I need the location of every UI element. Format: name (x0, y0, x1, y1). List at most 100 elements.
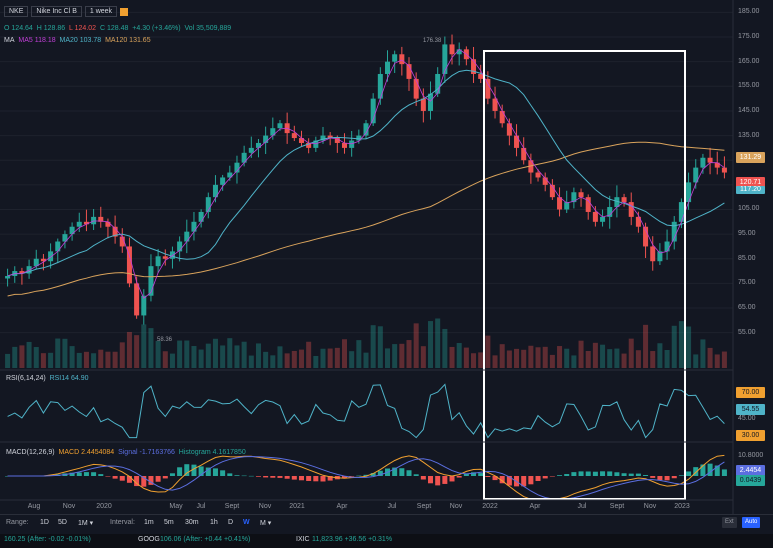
candle-body[interactable] (420, 98, 426, 111)
candle-body[interactable] (657, 251, 663, 262)
ext-button[interactable]: Ext (722, 517, 737, 528)
candle-body[interactable] (248, 147, 254, 153)
candle-body[interactable] (91, 216, 97, 225)
candle-body[interactable] (621, 197, 627, 203)
candle-body[interactable] (471, 59, 477, 74)
candle-body[interactable] (162, 256, 168, 259)
macd-legend[interactable]: MACD(12,26,9) MACD 2.4454084 Signal -1.7… (6, 449, 246, 456)
ticker-3-symbol[interactable]: IXIC (296, 536, 310, 543)
interval-1h[interactable]: 1h (210, 519, 218, 526)
candle-body[interactable] (542, 177, 548, 185)
candle-body[interactable] (686, 182, 692, 203)
symbol[interactable]: NKE (4, 6, 29, 17)
candle-body[interactable] (184, 231, 190, 242)
candle-body[interactable] (557, 197, 563, 210)
candle-body[interactable] (678, 202, 684, 222)
candle-body[interactable] (255, 142, 261, 148)
candle-body[interactable] (141, 295, 147, 316)
candle-body[interactable] (650, 246, 656, 262)
candle-body[interactable] (155, 256, 161, 267)
candle-body[interactable] (578, 192, 584, 198)
candle-body[interactable] (126, 246, 132, 284)
candle-body[interactable] (614, 197, 620, 208)
candle-body[interactable] (270, 128, 276, 136)
candle-body[interactable] (76, 221, 82, 227)
candle-body[interactable] (607, 207, 613, 217)
candle-body[interactable] (370, 98, 376, 124)
candle-body[interactable] (112, 226, 118, 237)
candle-body[interactable] (98, 216, 104, 222)
candle-body[interactable] (334, 138, 340, 143)
ma-legend[interactable]: MA MA5 118.18 MA20 103.78 MA120 131.65 (4, 37, 151, 44)
candle-body[interactable] (277, 123, 283, 129)
auto-button[interactable]: Auto (742, 517, 761, 528)
candle-body[interactable] (83, 221, 89, 225)
candle-body[interactable] (428, 93, 434, 111)
candle-body[interactable] (191, 221, 197, 232)
candle-body[interactable] (449, 44, 455, 55)
candle-body[interactable] (5, 276, 11, 279)
interval-m[interactable]: M ▾ (260, 520, 272, 527)
candle-body[interactable] (33, 258, 39, 267)
candle-body[interactable] (406, 64, 412, 79)
candle-body[interactable] (320, 135, 326, 141)
interval-5m[interactable]: 5m (164, 519, 174, 526)
candle-body[interactable] (134, 283, 140, 316)
interval-label[interactable]: 1 week (84, 6, 118, 17)
candle-body[interactable] (535, 172, 541, 178)
candle-body[interactable] (571, 192, 577, 203)
ticker-2-symbol[interactable]: GOOG (138, 536, 160, 543)
candle-body[interactable] (714, 162, 720, 168)
candle-body[interactable] (384, 61, 391, 74)
candle-body[interactable] (48, 251, 54, 262)
candle-body[interactable] (435, 73, 441, 94)
candle-body[interactable] (148, 266, 154, 296)
candle-body[interactable] (356, 135, 362, 141)
candle-body[interactable] (241, 152, 247, 163)
candle-body[interactable] (55, 241, 61, 252)
candle-body[interactable] (19, 271, 25, 274)
candle-body[interactable] (700, 157, 706, 168)
candle-body[interactable] (349, 140, 355, 148)
range-1d[interactable]: 1D (40, 519, 49, 526)
candle-body[interactable] (212, 184, 218, 198)
candle-body[interactable] (456, 49, 462, 55)
candle-body[interactable] (564, 202, 570, 210)
chart-canvas[interactable]: Aug Nov 2020 May Jul Sept Nov 2021 Apr Jul Sept Nov… (0, 0, 773, 515)
range-1m[interactable]: 1M ▾ (78, 520, 94, 527)
candle-body[interactable] (635, 216, 641, 227)
range-5d[interactable]: 5D (58, 519, 67, 526)
candle-body[interactable] (392, 54, 398, 62)
candle-body[interactable] (363, 123, 369, 136)
candle-body[interactable] (327, 135, 333, 139)
candle-body[interactable] (227, 172, 233, 178)
interval-1m[interactable]: 1m (144, 519, 154, 526)
candle-body[interactable] (492, 98, 498, 111)
candle-body[interactable] (234, 162, 240, 173)
candle-body[interactable] (399, 54, 405, 65)
candle-body[interactable] (105, 221, 111, 227)
candle-body[interactable] (600, 216, 606, 222)
candle-body[interactable] (671, 221, 677, 242)
alert-icon[interactable] (120, 8, 129, 16)
candle-body[interactable] (721, 167, 727, 173)
rsi-legend[interactable]: RSI(6,14,24) RSI14 64.90 (6, 375, 89, 382)
candle-body[interactable] (198, 211, 204, 222)
candle-body[interactable] (341, 142, 348, 148)
candle-body[interactable] (40, 258, 46, 262)
candle-body[interactable] (499, 110, 505, 124)
candle-body[interactable] (628, 202, 634, 217)
candle-body[interactable] (485, 78, 491, 99)
candle-body[interactable] (693, 167, 699, 183)
candle-body[interactable] (69, 226, 75, 235)
candle-body[interactable] (506, 123, 512, 136)
interval-d[interactable]: D (228, 519, 234, 526)
candle-body[interactable] (62, 234, 68, 242)
candle-body[interactable] (177, 241, 183, 252)
candle-body[interactable] (119, 236, 125, 247)
candle-body[interactable] (514, 135, 520, 148)
interval-w[interactable]: W (243, 519, 250, 526)
candle-body[interactable] (220, 177, 226, 185)
candle-body[interactable] (291, 133, 297, 139)
candle-body[interactable] (521, 147, 527, 161)
